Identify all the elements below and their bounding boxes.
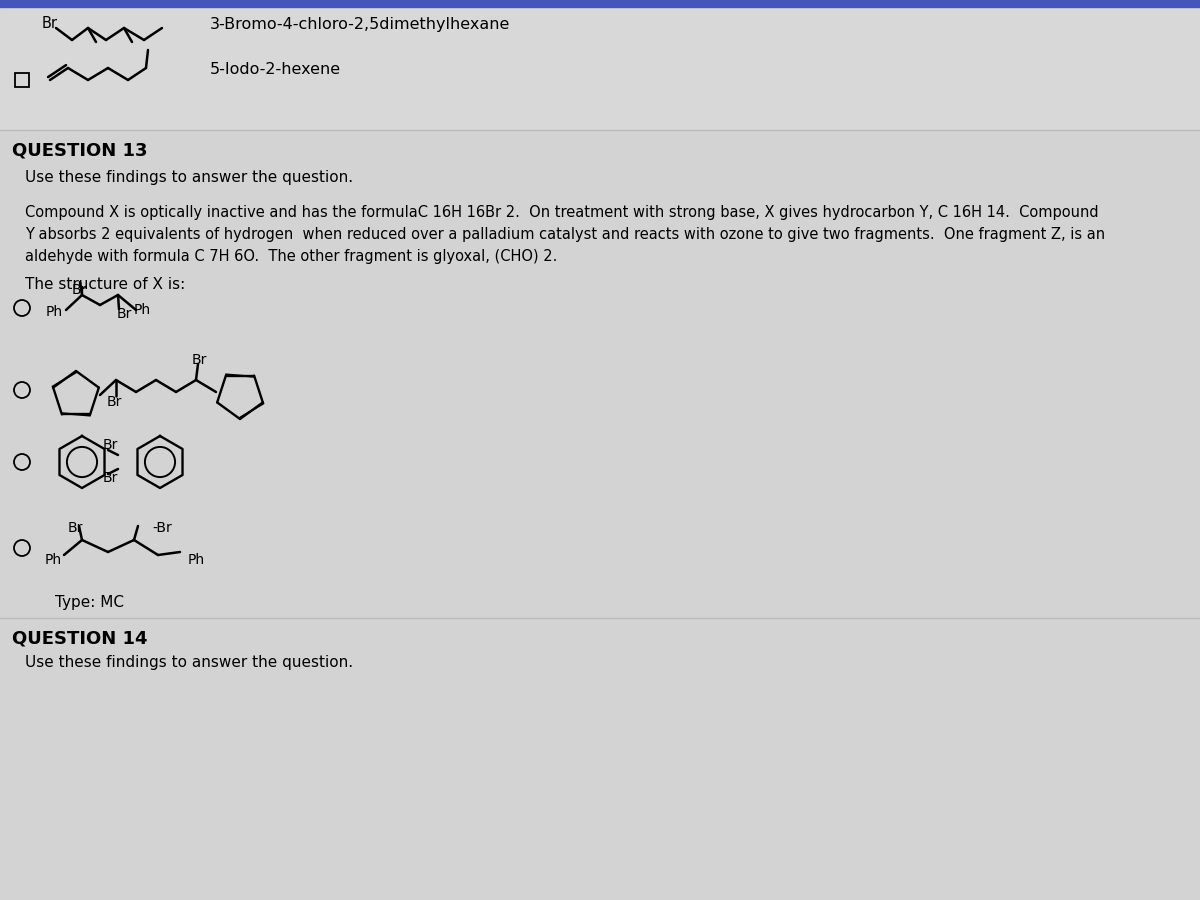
Text: aldehyde with formula C 7H 6O.  The other fragment is glyoxal, (CHO) 2.: aldehyde with formula C 7H 6O. The other… bbox=[25, 249, 557, 264]
Text: Ph: Ph bbox=[46, 553, 62, 567]
Text: Ph: Ph bbox=[134, 303, 151, 317]
Text: Br: Br bbox=[103, 471, 119, 485]
Text: Br: Br bbox=[68, 521, 83, 535]
Text: QUESTION 14: QUESTION 14 bbox=[12, 630, 148, 648]
Text: Use these findings to answer the question.: Use these findings to answer the questio… bbox=[25, 170, 353, 185]
Text: Compound X is optically inactive and has the formulaC 16H 16Br 2.  On treatment : Compound X is optically inactive and has… bbox=[25, 205, 1099, 220]
Text: Type: MC: Type: MC bbox=[55, 595, 124, 610]
Text: Ph: Ph bbox=[46, 305, 64, 319]
Text: 5-Iodo-2-hexene: 5-Iodo-2-hexene bbox=[210, 62, 341, 77]
Text: Use these findings to answer the question.: Use these findings to answer the questio… bbox=[25, 655, 353, 670]
Text: QUESTION 13: QUESTION 13 bbox=[12, 142, 148, 160]
Text: The structure of X is:: The structure of X is: bbox=[25, 277, 185, 292]
Text: Br: Br bbox=[192, 353, 208, 367]
Text: Br: Br bbox=[42, 16, 58, 32]
Text: Br: Br bbox=[118, 307, 132, 321]
Text: Ph: Ph bbox=[188, 553, 205, 567]
Text: Y absorbs 2 equivalents of hydrogen  when reduced over a palladium catalyst and : Y absorbs 2 equivalents of hydrogen when… bbox=[25, 227, 1105, 242]
Text: -Br: -Br bbox=[152, 521, 172, 535]
Text: Br: Br bbox=[103, 438, 119, 452]
Text: 3-Bromo-4-chloro-2,5dimethylhexane: 3-Bromo-4-chloro-2,5dimethylhexane bbox=[210, 16, 510, 32]
Text: Br: Br bbox=[107, 395, 122, 409]
Bar bbox=[0, 0, 1200, 7]
Bar bbox=[14, 73, 29, 87]
Text: Br: Br bbox=[72, 283, 88, 297]
Bar bbox=[0, 7, 1200, 130]
